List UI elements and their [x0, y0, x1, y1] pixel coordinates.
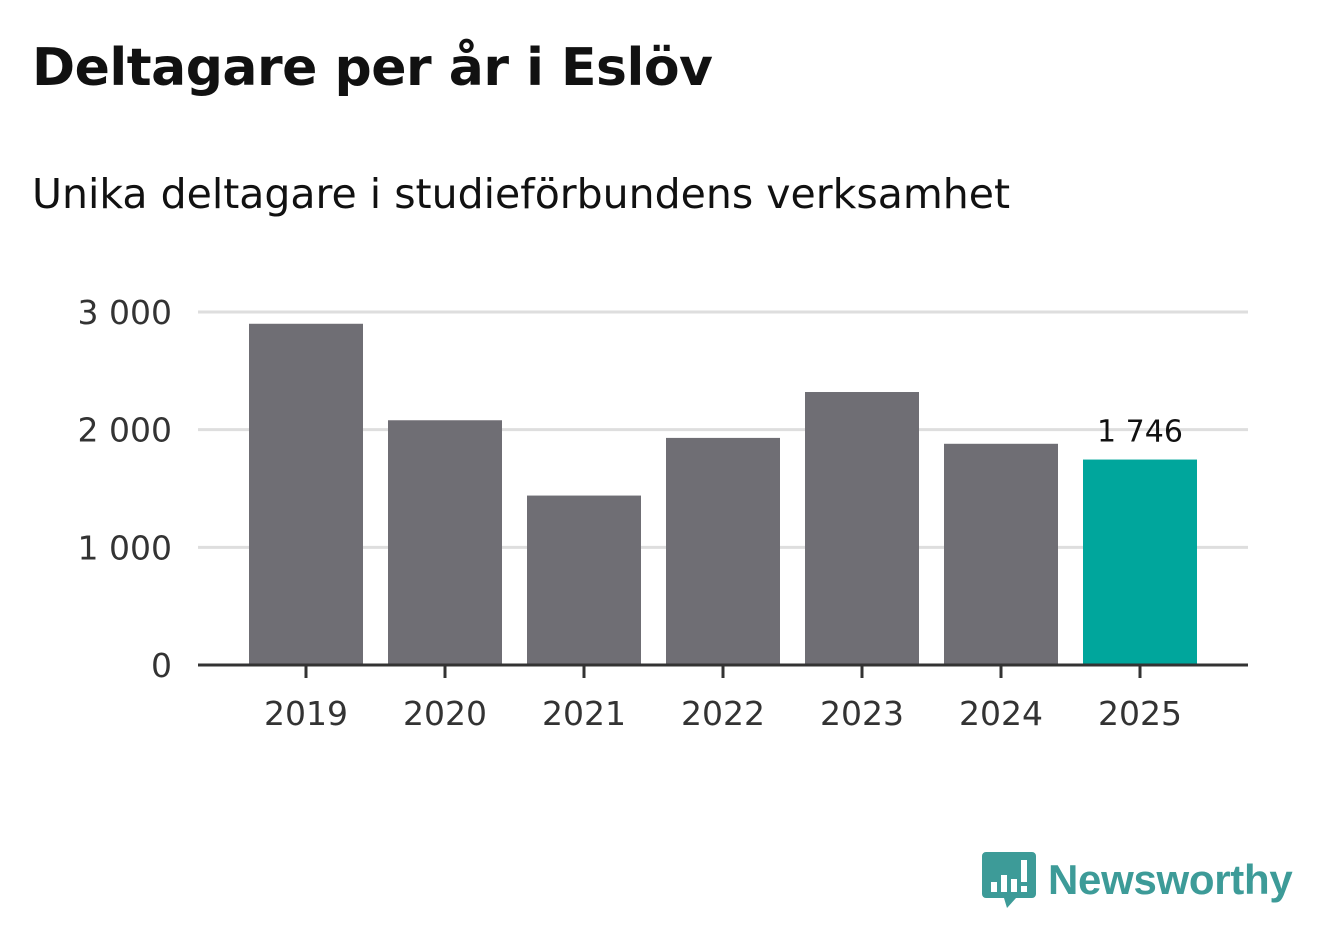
- bar-chart-speech-bubble-icon: [982, 852, 1036, 908]
- y-tick-label: 0: [151, 646, 172, 685]
- x-ticks: 2019 2020 2021 2022 2023 2024 2025: [264, 665, 1182, 733]
- bar-2021: [527, 495, 641, 665]
- newsworthy-logo: Newsworthy: [980, 850, 1293, 910]
- x-tick-label: 2023: [820, 694, 904, 733]
- x-tick-label: 2025: [1098, 694, 1182, 733]
- y-tick-label: 1 000: [78, 528, 172, 567]
- chart-subtitle: Unika deltagare i studieförbundens verks…: [32, 170, 1011, 218]
- bar-2022: [666, 437, 780, 665]
- x-tick-label: 2019: [264, 694, 348, 733]
- bar-2020: [388, 420, 502, 665]
- bars: [249, 323, 1197, 665]
- bar-2019: [249, 323, 363, 665]
- y-tick-label: 2 000: [78, 411, 172, 450]
- x-tick-label: 2024: [959, 694, 1043, 733]
- bar-2023: [805, 392, 919, 665]
- logo-text: Newsworthy: [1048, 856, 1293, 903]
- x-tick-label: 2022: [681, 694, 765, 733]
- data-label: 1 746: [1097, 415, 1183, 450]
- y-tick-label: 3 000: [78, 293, 172, 332]
- data-labels: 1 746: [1097, 415, 1183, 450]
- bar-2024: [944, 443, 1058, 665]
- bar-2025: [1083, 459, 1197, 665]
- x-tick-label: 2020: [403, 694, 487, 733]
- chart-title: Deltagare per år i Eslöv: [32, 38, 713, 98]
- x-tick-label: 2021: [542, 694, 626, 733]
- y-tick-labels: 0 1 000 2 000 3 000: [78, 293, 172, 685]
